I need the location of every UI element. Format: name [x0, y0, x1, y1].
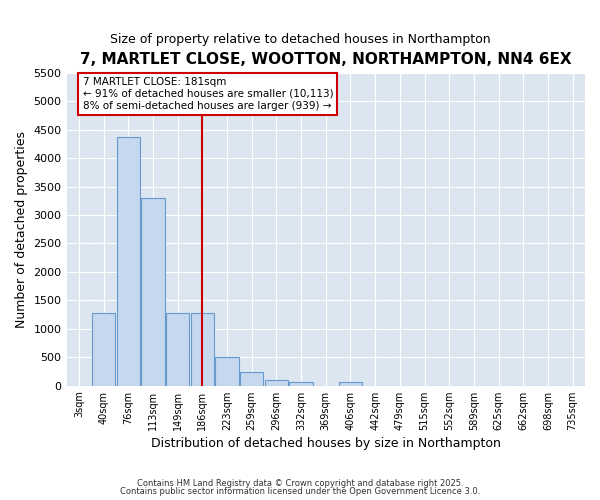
Title: 7, MARTLET CLOSE, WOOTTON, NORTHAMPTON, NN4 6EX: 7, MARTLET CLOSE, WOOTTON, NORTHAMPTON, …	[80, 52, 572, 68]
X-axis label: Distribution of detached houses by size in Northampton: Distribution of detached houses by size …	[151, 437, 501, 450]
Text: 7 MARTLET CLOSE: 181sqm
← 91% of detached houses are smaller (10,113)
8% of semi: 7 MARTLET CLOSE: 181sqm ← 91% of detache…	[83, 78, 333, 110]
Text: Size of property relative to detached houses in Northampton: Size of property relative to detached ho…	[110, 32, 490, 46]
Bar	[92, 313, 115, 386]
Bar	[141, 198, 164, 386]
Y-axis label: Number of detached properties: Number of detached properties	[15, 131, 28, 328]
Bar	[265, 380, 288, 386]
Bar	[289, 382, 313, 386]
Bar	[240, 372, 263, 386]
Bar	[215, 358, 239, 386]
Bar	[339, 382, 362, 386]
Bar	[191, 313, 214, 386]
Text: Contains public sector information licensed under the Open Government Licence 3.: Contains public sector information licen…	[120, 487, 480, 496]
Bar	[166, 313, 190, 386]
Bar	[116, 136, 140, 386]
Text: Contains HM Land Registry data © Crown copyright and database right 2025.: Contains HM Land Registry data © Crown c…	[137, 478, 463, 488]
